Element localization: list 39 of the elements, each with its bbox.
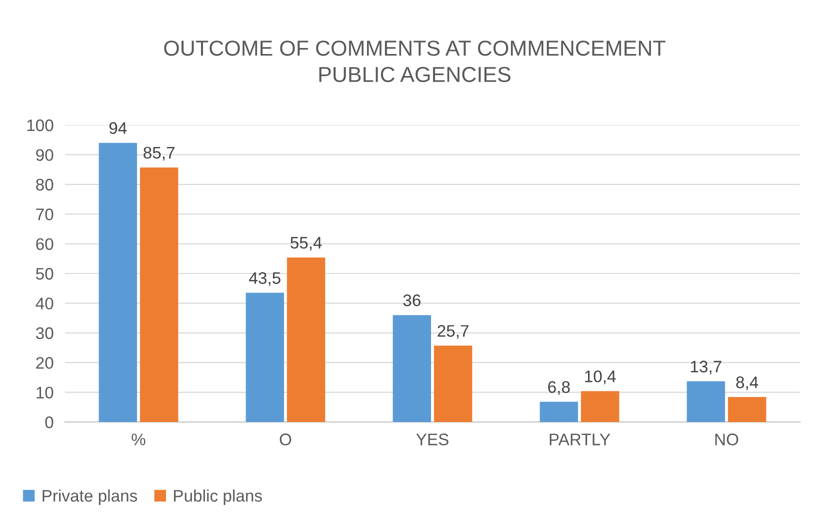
y-tick-label: 80 bbox=[36, 178, 54, 191]
y-tick-label: 60 bbox=[36, 238, 54, 250]
y-tick-label: 90 bbox=[36, 149, 54, 161]
bar bbox=[286, 257, 326, 422]
legend-label: Public plans bbox=[174, 489, 262, 505]
x-tick-label: O bbox=[280, 434, 292, 446]
bar bbox=[728, 397, 766, 422]
chart-title: OUTCOME OF COMMENTS AT COMMENCEMENT PUBLIC AGENCIES bbox=[164, 40, 666, 82]
y-tick-label: 20 bbox=[36, 357, 54, 369]
x-tick-label: % bbox=[132, 434, 146, 446]
data-label: 10,4 bbox=[585, 370, 616, 384]
bar bbox=[580, 391, 620, 422]
bar bbox=[686, 381, 726, 422]
bar bbox=[392, 315, 432, 422]
x-tick-label: NO bbox=[715, 434, 738, 446]
y-tick-label: 30 bbox=[36, 327, 54, 340]
bar bbox=[434, 346, 472, 422]
data-label: 13,7 bbox=[690, 360, 722, 374]
legend-label: Private plans bbox=[42, 489, 138, 505]
bar bbox=[540, 402, 578, 422]
data-label: 55,4 bbox=[290, 236, 322, 251]
data-label: 25,7 bbox=[438, 325, 468, 339]
y-tick-label: 50 bbox=[36, 268, 54, 280]
data-label: 8,4 bbox=[736, 376, 758, 390]
y-tick-label: 40 bbox=[36, 298, 54, 310]
data-label: 85,7 bbox=[144, 146, 174, 161]
y-tick-label: 10 bbox=[36, 386, 54, 399]
data-label: 43,5 bbox=[249, 272, 280, 286]
x-tick-label: PARTLY bbox=[550, 434, 610, 446]
y-tick-label: 70 bbox=[36, 208, 54, 220]
x-tick-label: YES bbox=[416, 434, 448, 446]
bar bbox=[98, 142, 138, 422]
y-tick-label: 100 bbox=[27, 119, 54, 132]
bar bbox=[140, 167, 178, 422]
data-label: 6,8 bbox=[548, 381, 570, 395]
bar bbox=[246, 292, 284, 422]
data-label: 94 bbox=[109, 122, 127, 134]
y-tick-label: 0 bbox=[45, 416, 54, 428]
data-label: 36 bbox=[403, 294, 420, 306]
